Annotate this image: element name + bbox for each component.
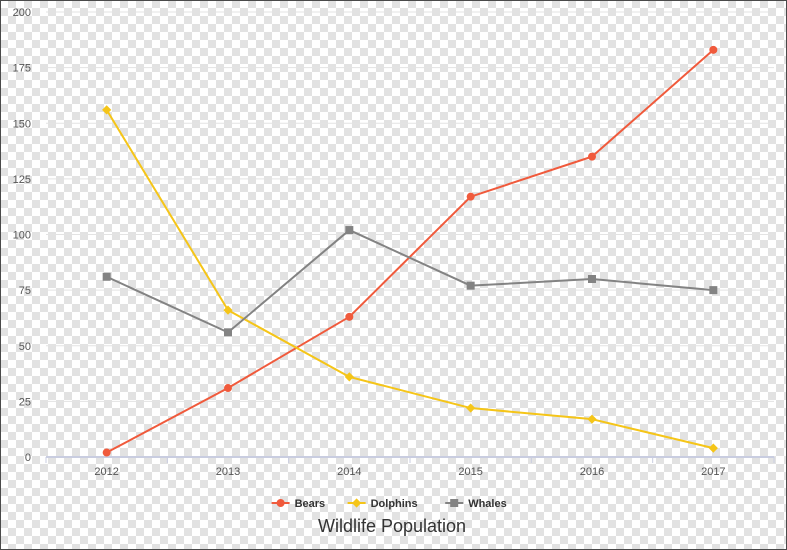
y-tick-label: 125 [13, 174, 31, 186]
x-axis-ticks: 2012 2013 2014 2015 2016 2017 [94, 466, 725, 478]
series-whales [102, 226, 718, 337]
data-point-whales [709, 286, 718, 295]
legend-item-whales: Whales [445, 498, 507, 510]
chart-title: Wildlife Population [318, 516, 466, 536]
x-tick-label: 2015 [458, 466, 482, 478]
y-tick-label: 50 [19, 341, 31, 353]
series-line-whales [106, 229, 714, 334]
series-line-dolphins [105, 109, 714, 450]
y-tick-label: 25 [19, 396, 31, 408]
x-tick-label: 2016 [580, 466, 604, 478]
x-tick-label: 2013 [216, 466, 240, 478]
legend-label-bears: Bears [295, 498, 326, 510]
x-tick-label: 2012 [94, 466, 118, 478]
data-point-whales [588, 275, 596, 283]
x-tick-label: 2014 [337, 466, 361, 478]
data-point-bears [224, 384, 232, 393]
series-line-bears [106, 49, 714, 454]
data-point-dolphins [587, 414, 597, 424]
legend-item-bears: Bears [271, 498, 326, 510]
data-point-dolphins [466, 403, 476, 413]
legend-item-dolphins: Dolphins [347, 498, 418, 510]
data-point-bears [466, 192, 475, 201]
data-point-bears [102, 448, 111, 457]
y-tick-label: 175 [13, 63, 31, 75]
legend-label-dolphins: Dolphins [371, 498, 418, 510]
y-tick-label: 0 [25, 452, 31, 464]
y-tick-label: 150 [13, 118, 31, 130]
data-point-dolphins [223, 305, 233, 315]
gridlines [46, 11, 774, 402]
series-dolphins [102, 105, 718, 453]
data-point-dolphins [708, 443, 718, 453]
data-point-whales [466, 281, 475, 290]
data-point-dolphins [344, 372, 354, 382]
x-tick-label: 2017 [701, 466, 725, 478]
y-tick-label: 100 [13, 230, 31, 242]
y-tick-label: 75 [19, 285, 31, 297]
legend: Bears Dolphins Whales [271, 498, 507, 510]
data-point-bears [588, 152, 596, 161]
data-point-dolphins [102, 105, 112, 115]
legend-marker-whales [450, 499, 459, 507]
data-point-whales [224, 328, 232, 337]
legend-label-whales: Whales [468, 498, 507, 510]
legend-marker-dolphins [352, 498, 362, 508]
data-point-bears [345, 312, 354, 321]
series [102, 45, 718, 457]
data-point-whales [102, 272, 111, 281]
series-bears [102, 45, 718, 457]
y-tick-label: 200 [13, 7, 31, 19]
axes [45, 456, 775, 463]
y-axis-ticks: 0 25 50 75 100 125 150 175 200 [13, 7, 31, 464]
legend-marker-bears [276, 499, 285, 507]
data-point-bears [709, 45, 718, 54]
data-point-whales [345, 226, 354, 235]
